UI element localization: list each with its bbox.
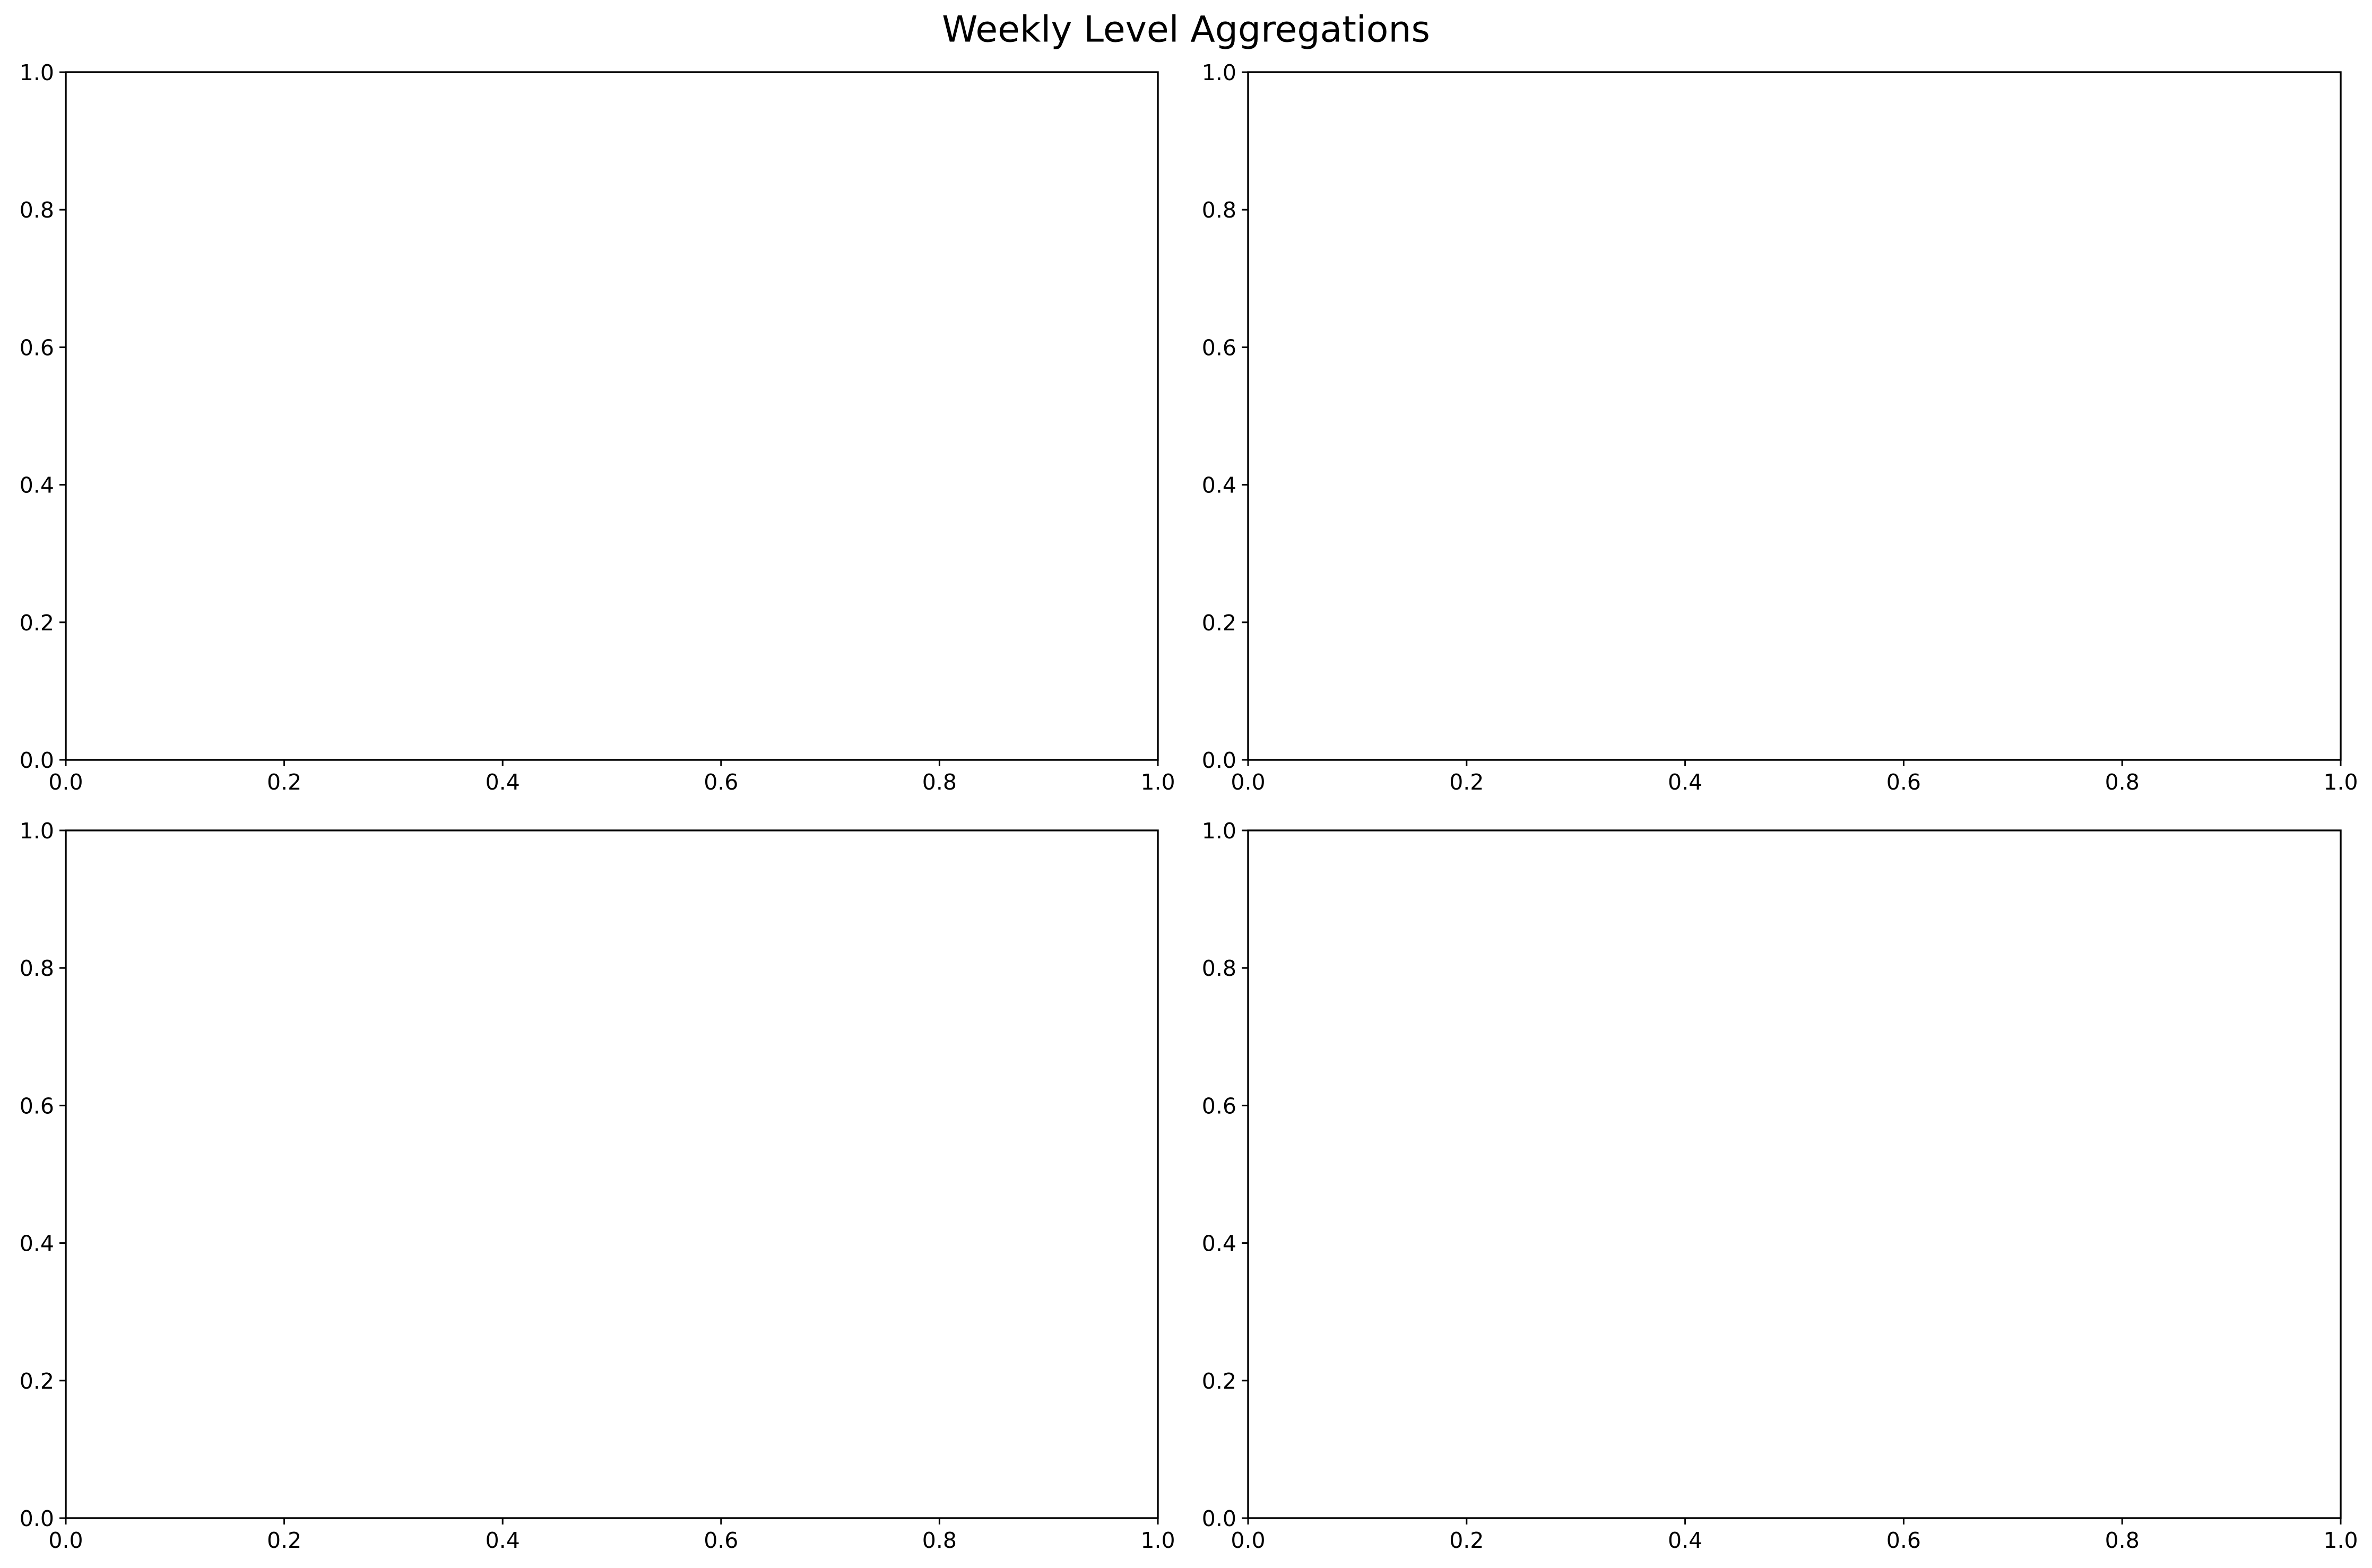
chart-title: Weekly Level Aggregations bbox=[942, 9, 1430, 51]
x-tick-label: 0.8 bbox=[922, 1528, 957, 1553]
x-tick-label: 0.6 bbox=[704, 1528, 738, 1553]
x-tick-label: 1.0 bbox=[2323, 769, 2358, 795]
y-tick-label: 0.0 bbox=[1202, 1506, 1236, 1531]
y-tick-label: 0.0 bbox=[20, 1506, 54, 1531]
y-tick-label: 1.0 bbox=[20, 818, 54, 844]
x-tick-label: 0.4 bbox=[486, 1528, 520, 1553]
y-tick-label: 0.4 bbox=[1202, 473, 1236, 498]
y-tick-label: 0.8 bbox=[1202, 197, 1236, 223]
y-tick-label: 0.8 bbox=[20, 197, 54, 223]
y-tick-label: 0.6 bbox=[1202, 335, 1236, 360]
x-tick-label: 0.8 bbox=[2105, 1528, 2140, 1553]
x-tick-label: 0.2 bbox=[1449, 1528, 1484, 1553]
x-tick-label: 0.6 bbox=[1886, 769, 1921, 795]
axes-frame-top-right bbox=[1247, 71, 2342, 761]
axes-frame-top-left bbox=[65, 71, 1159, 761]
y-tick-label: 0.2 bbox=[20, 610, 54, 636]
y-tick-label: 0.2 bbox=[20, 1368, 54, 1394]
x-tick-label: 0.8 bbox=[922, 769, 957, 795]
y-tick-label: 0.4 bbox=[20, 473, 54, 498]
y-tick-label: 1.0 bbox=[20, 60, 54, 85]
y-tick-label: 0.4 bbox=[20, 1231, 54, 1257]
x-tick-label: 0.8 bbox=[2105, 769, 2140, 795]
y-tick-label: 0.2 bbox=[1202, 1368, 1236, 1394]
y-tick-label: 0.0 bbox=[20, 748, 54, 773]
y-tick-label: 0.2 bbox=[1202, 610, 1236, 636]
x-tick-label: 0.0 bbox=[1231, 1528, 1265, 1553]
y-tick-label: 0.8 bbox=[1202, 956, 1236, 981]
x-tick-label: 0.0 bbox=[1231, 769, 1265, 795]
y-tick-label: 1.0 bbox=[1202, 60, 1236, 85]
axes-frame-bottom-right bbox=[1247, 829, 2342, 1519]
x-tick-label: 0.4 bbox=[1668, 1528, 1702, 1553]
y-tick-label: 1.0 bbox=[1202, 818, 1236, 844]
axes-frame-bottom-left bbox=[65, 829, 1159, 1519]
subplot-bottom-left: 0.0 0.2 0.4 0.6 0.8 1.0 0.0 0.2 0.4 0.6 0.8 1.0 bbox=[20, 818, 1175, 1553]
x-tick-label: 0.2 bbox=[267, 1528, 301, 1553]
x-tick-label: 0.0 bbox=[48, 769, 83, 795]
x-tick-label: 0.4 bbox=[486, 769, 520, 795]
subplot-bottom-right: 0.0 0.2 0.4 0.6 0.8 1.0 0.0 0.2 0.4 0.6 0.8 1.0 bbox=[1202, 818, 2358, 1553]
y-tick-label: 0.8 bbox=[20, 956, 54, 981]
x-tick-label: 0.2 bbox=[267, 769, 301, 795]
x-tick-label: 0.4 bbox=[1668, 769, 1702, 795]
y-tick-label: 0.0 bbox=[1202, 748, 1236, 773]
x-tick-label: 1.0 bbox=[1140, 769, 1175, 795]
x-tick-label: 0.6 bbox=[704, 769, 738, 795]
x-tick-label: 1.0 bbox=[2323, 1528, 2358, 1553]
y-tick-label: 0.6 bbox=[20, 1093, 54, 1119]
x-tick-label: 1.0 bbox=[1140, 1528, 1175, 1553]
x-tick-label: 0.6 bbox=[1886, 1528, 1921, 1553]
y-tick-label: 0.4 bbox=[1202, 1231, 1236, 1257]
y-tick-label: 0.6 bbox=[20, 335, 54, 360]
y-tick-label: 0.6 bbox=[1202, 1093, 1236, 1119]
x-tick-label: 0.2 bbox=[1449, 769, 1484, 795]
subplot-top-left: 0.0 0.2 0.4 0.6 0.8 1.0 0.0 0.2 0.4 0.6 0.8 1.0 bbox=[20, 60, 1175, 795]
subplot-top-right: 0.0 0.2 0.4 0.6 0.8 1.0 0.0 0.2 0.4 0.6 0.8 1.0 bbox=[1202, 60, 2358, 795]
x-tick-label: 0.0 bbox=[48, 1528, 83, 1553]
